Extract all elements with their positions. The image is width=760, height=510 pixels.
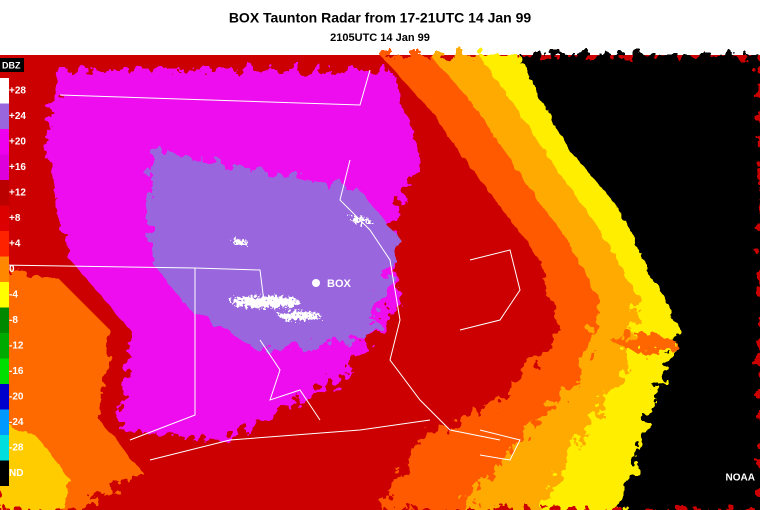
legend-label: -4 <box>9 289 18 300</box>
legend-label: -8 <box>9 315 18 326</box>
color-scale: DBZ +28 +24 +20 +16 +12 +8 +4 0 -4 -8 -12 -16 -20 -24… <box>0 58 26 486</box>
legend-swatch <box>0 154 9 180</box>
legend-label: +4 <box>9 238 21 249</box>
legend-swatch <box>0 358 9 384</box>
legend-swatch <box>0 384 9 410</box>
legend-swatch <box>0 205 9 231</box>
legend-label: +8 <box>9 213 21 224</box>
no-data <box>520 55 760 510</box>
echo-orange <box>610 330 680 355</box>
radar-image: BOX NOAA <box>0 55 760 510</box>
echo-white <box>278 312 322 320</box>
echo-yellow <box>0 420 70 510</box>
legend-swatch <box>0 307 9 333</box>
legend-title: DBZ <box>2 60 21 70</box>
legend-label: +24 <box>9 111 26 122</box>
legend-label: +12 <box>9 187 26 198</box>
boundaries <box>0 69 521 461</box>
echo-purple <box>150 150 400 350</box>
legend-swatch <box>0 333 9 359</box>
legend-swatch <box>0 282 9 308</box>
legend-label: -20 <box>9 391 24 402</box>
subtitle: 2105UTC 14 Jan 99 <box>330 32 430 44</box>
legend-swatch <box>0 460 9 486</box>
legend-label: -28 <box>9 442 24 453</box>
title: BOX Taunton Radar from 17-21UTC 14 Jan 9… <box>229 10 532 26</box>
state-line <box>59 69 371 106</box>
state-line <box>0 264 196 441</box>
legend-label: +28 <box>9 85 26 96</box>
credit: NOAA <box>726 473 755 484</box>
legend-label: -16 <box>9 366 24 377</box>
legend-label: +20 <box>9 136 26 147</box>
legend-label: -24 <box>9 417 24 428</box>
island <box>479 429 521 461</box>
legend-swatch <box>0 435 9 461</box>
coastline <box>149 419 431 461</box>
legend-swatch <box>0 78 9 104</box>
echo-white <box>230 296 300 308</box>
legend-swatch <box>0 231 9 257</box>
station-marker <box>312 279 320 287</box>
legend-swatch <box>0 129 9 155</box>
coastline <box>259 339 321 421</box>
legend-swatch <box>0 409 9 435</box>
legend-label: 0 <box>9 264 15 275</box>
coastline <box>459 249 521 331</box>
legend-swatch <box>0 256 9 282</box>
legend-label: -12 <box>9 340 24 351</box>
coastline <box>339 159 501 441</box>
state-line <box>194 267 266 311</box>
legend-label: ND <box>9 468 23 479</box>
station-label: BOX <box>327 278 352 290</box>
legend-swatch <box>0 103 9 129</box>
legend-header-bg <box>0 58 24 72</box>
echo-white <box>232 239 248 245</box>
legend-label: +16 <box>9 162 26 173</box>
legend-swatch <box>0 180 9 206</box>
